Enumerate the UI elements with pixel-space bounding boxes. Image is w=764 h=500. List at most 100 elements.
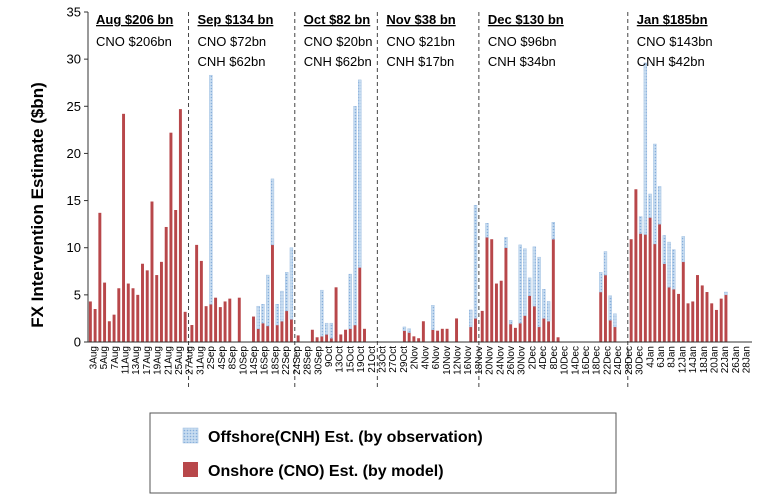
bar-cno [440,328,444,342]
bar-cno [686,303,690,342]
bar-cnh [256,305,260,329]
x-tick-label: 13Aug [131,346,142,375]
bar-cno [353,325,357,342]
x-tick-label: 15Oct [345,346,356,373]
bar-cno [504,247,508,342]
bar-cnh [280,290,284,322]
x-tick-label: 2Sep [206,346,217,370]
bar-cno [334,287,338,342]
bar-cno [547,321,551,342]
month-total-label: Aug $206 bn [96,12,173,27]
bar-cnh [546,301,551,322]
x-tick-label: 8Jan [667,346,678,368]
bar-cnh [324,322,329,335]
bar-cno [556,337,560,342]
bar-cno [112,314,116,342]
x-tick-label: 30Nov [517,346,528,375]
bar-cno [662,263,666,342]
x-tick-label: 20Nov [485,346,496,375]
x-tick-label: 11Aug [120,346,131,374]
bar-cnh [608,295,612,321]
x-tick-label: 26Jan [731,346,742,373]
bar-cnh [473,205,478,319]
bar-cnh [402,326,407,331]
bar-cno [603,275,607,342]
bar-cnh [551,222,555,240]
bar-cno [320,336,324,342]
x-tick-label: 12Nov [452,346,463,375]
bar-cno [421,321,425,342]
x-tick-label: 13Oct [335,346,346,373]
x-tick-label: 21Aug [163,346,174,375]
bar-cnh [289,247,294,320]
bar-cnh [509,320,513,325]
month-total-label: Oct $82 bn [304,12,371,27]
bar-cno [513,327,517,342]
legend-swatch-cno [183,462,198,477]
bar-cno [599,292,603,342]
legend-label-cno: Onshore (CNO) Est. (by model) [208,463,444,480]
bar-cno [178,109,182,342]
bar-cno [270,244,274,342]
bar-cno [629,239,633,342]
bar-cnh [266,274,270,327]
bar-cno [639,233,643,342]
bar-cno [256,328,260,342]
x-tick-label: 10Sep [238,346,249,375]
bar-cno [634,189,638,342]
bar-cno [348,328,352,342]
month-breakdown-label: CNO $20bn [304,34,373,49]
x-tick-label: 6Nov [431,346,442,369]
y-tick-label: 0 [74,335,81,350]
x-tick-label: 17Aug [142,346,153,375]
bar-cno [126,283,130,342]
bar-cno [469,326,473,342]
month-total-label: Jan $185bn [637,12,708,27]
legend-label-cnh: Offshore(CNH) Est. (by observation) [208,429,483,446]
bar-cnh [353,106,357,326]
bar-cnh [329,322,333,339]
x-tick-label: 14Sep [249,346,260,375]
bar-cno [339,334,343,342]
legend-box [149,412,617,494]
bar-cnh [643,62,648,235]
bar-cnh [681,236,685,263]
bar-cnh [209,74,213,305]
bar-cnh [320,289,324,337]
bar-cnh [537,256,541,328]
month-total-label: Sep $134 bn [198,12,274,27]
bar-cno [431,329,435,342]
bar-cno [190,325,194,342]
bar-cno [485,237,489,342]
bar-cno [542,318,546,342]
bar-cno [653,243,657,342]
bar-cno [499,280,503,342]
x-tick-label: 28Jan [742,346,753,373]
bar-cno [724,294,728,342]
y-tick-label: 15 [67,193,81,208]
bar-cno [436,330,440,342]
bar-cno [658,224,662,342]
bar-cnh [599,272,603,293]
month-total-label: Nov $38 bn [386,12,455,27]
bar-cno [363,328,366,342]
x-tick-label: 19Aug [153,346,164,375]
x-tick-label: 16Dec [581,346,592,375]
x-tick-label: 4Dec [538,346,549,369]
bar-cno [613,326,617,342]
bar-cno [528,295,532,342]
y-tick-label: 30 [67,52,81,67]
bar-cno [199,260,203,342]
bar-cno [280,321,284,342]
bar-cno [532,306,536,342]
bar-cno [455,318,459,342]
x-tick-label: 19Oct [356,346,367,373]
x-tick-label: 27Aug [185,346,196,375]
bar-cno [643,234,647,342]
bar-cno [209,304,213,342]
bar-cnh [648,193,652,218]
x-tick-label: 27Oct [388,346,399,373]
bar-cno [677,293,681,342]
bar-cno [214,297,218,342]
